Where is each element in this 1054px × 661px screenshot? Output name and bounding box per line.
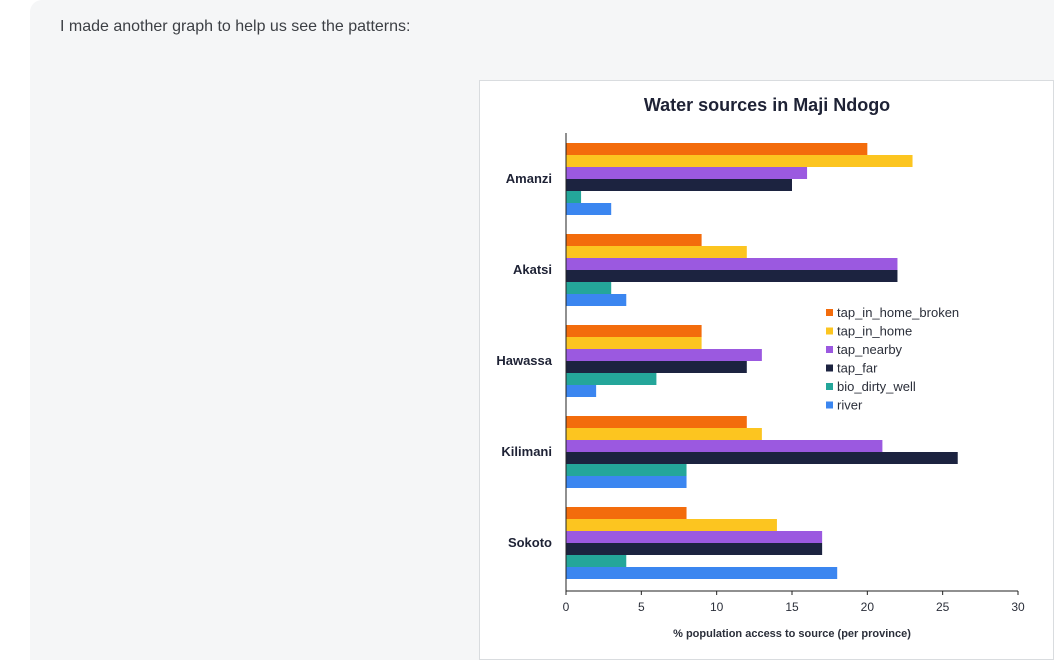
bar-kilimani-tap-in-home-broken (566, 416, 747, 428)
bar-chart: Water sources in Maji Ndogo Amanzi Akatsi… (496, 95, 1025, 640)
category-label-hawassa: Hawassa (496, 353, 552, 368)
category-labels: Amanzi Akatsi Hawassa Kilimani Sokoto (496, 171, 552, 550)
bar-sokoto-tap-far (566, 543, 823, 555)
bar-amanzi-tap-far (566, 179, 792, 191)
legend-swatch-tap-in-home-broken (826, 309, 833, 316)
bar-hawassa-tap-in-home-broken (566, 325, 702, 337)
bar-sokoto-river (566, 567, 838, 579)
bars-group (566, 143, 958, 579)
x-tick-label: 15 (785, 600, 799, 614)
legend-label-tap-far: tap_far (837, 361, 878, 376)
x-tick-label: 25 (936, 600, 950, 614)
bar-hawassa-tap-nearby (566, 349, 762, 361)
bar-amanzi-bio-dirty-well (566, 191, 582, 203)
bar-kilimani-tap-far (566, 452, 958, 464)
legend-label-tap-nearby: tap_nearby (837, 342, 903, 357)
bar-akatsi-tap-in-home (566, 246, 747, 258)
bar-kilimani-bio-dirty-well (566, 464, 687, 476)
legend: tap_in_home_broken tap_in_home tap_nearbyt… (826, 305, 959, 413)
bar-hawassa-tap-in-home (566, 337, 702, 349)
legend-label-river: river (837, 398, 863, 413)
bar-sokoto-tap-nearby (566, 531, 823, 543)
bar-hawassa-bio-dirty-well (566, 373, 657, 385)
bar-kilimani-river (566, 476, 687, 488)
x-tick-label: 30 (1011, 600, 1025, 614)
legend-swatch-tap-in-home (826, 327, 833, 335)
category-label-amanzi: Amanzi (506, 171, 552, 186)
legend-swatch-tap-nearby (826, 346, 833, 353)
x-axis-label: % population access to source (per provi… (673, 628, 911, 640)
bar-kilimani-tap-nearby (566, 440, 883, 452)
chart-card: Water sources in Maji Ndogo Amanzi Akatsi… (479, 80, 1054, 660)
legend-label-tap-in-home: tap_in_home (837, 324, 912, 339)
x-tick-label: 5 (638, 600, 645, 614)
bar-akatsi-tap-nearby (566, 258, 898, 270)
bar-akatsi-bio-dirty-well (566, 282, 612, 294)
x-tick-labels: 0 5 10 15 20 25 30 (563, 591, 1025, 614)
bar-amanzi-tap-in-home (566, 155, 913, 167)
category-label-sokoto: Sokoto (508, 535, 552, 550)
bar-akatsi-tap-in-home-broken (566, 234, 702, 246)
bar-sokoto-bio-dirty-well (566, 555, 627, 567)
bar-amanzi-tap-in-home-broken (566, 143, 868, 155)
bar-amanzi-river (566, 203, 612, 215)
legend-label-bio-dirty-well: bio_dirty_well (837, 379, 916, 394)
legend-swatch-tap-far (826, 364, 833, 372)
legend-swatch-bio-dirty-well (826, 383, 833, 390)
x-tick-label: 20 (861, 600, 875, 614)
category-label-kilimani: Kilimani (501, 444, 552, 459)
bar-hawassa-river (566, 385, 597, 397)
bar-sokoto-tap-in-home-broken (566, 507, 687, 519)
chart-title: Water sources in Maji Ndogo (644, 95, 890, 115)
bar-akatsi-river (566, 294, 627, 306)
bar-kilimani-tap-in-home (566, 428, 762, 440)
x-tick-label: 10 (710, 600, 724, 614)
bar-amanzi-tap-nearby (566, 167, 808, 179)
message-text: I made another graph to help us see the … (60, 18, 411, 35)
legend-label-tap-in-home-broken: tap_in_home_broken (837, 305, 959, 320)
bar-hawassa-tap-far (566, 361, 747, 373)
category-label-akatsi: Akatsi (513, 262, 552, 277)
x-tick-label: 0 (563, 600, 570, 614)
legend-swatch-river (826, 401, 833, 409)
bar-sokoto-tap-in-home (566, 519, 777, 531)
bar-akatsi-tap-far (566, 270, 898, 282)
